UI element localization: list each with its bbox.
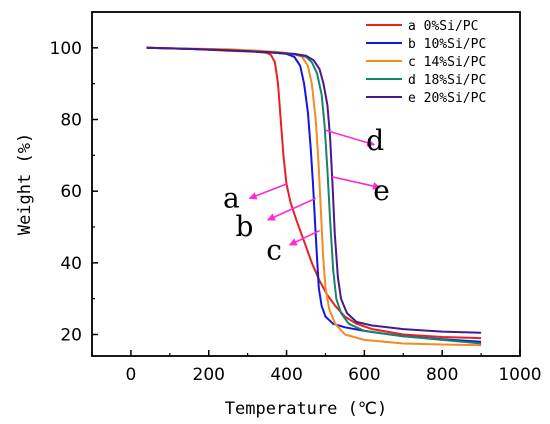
x-tick-label: 200 <box>193 365 225 385</box>
legend-entry-e: e 20%Si/PC <box>408 91 486 106</box>
legend-entry-a: a 0%Si/PC <box>408 19 478 34</box>
y-axis-title: Weight (%) <box>15 133 35 235</box>
legend-entry-d: d 18%Si/PC <box>408 73 486 88</box>
y-tick-label: 60 <box>60 182 82 202</box>
legend-entry-c: c 14%Si/PC <box>408 55 486 70</box>
annotation-label-e: e <box>373 174 390 207</box>
annotation-arrow-c <box>288 229 320 246</box>
y-tick-label: 20 <box>60 326 82 346</box>
y-tick-label: 40 <box>60 254 82 274</box>
annotation-label-d: d <box>366 124 384 157</box>
annotation-arrow-a <box>248 183 287 200</box>
x-tick-label: 800 <box>426 365 458 385</box>
x-tick-label: 600 <box>348 365 380 385</box>
legend: a 0%Si/PC b 10%Si/PC c 14%Si/PC d 18%Si/PC e… <box>366 19 486 106</box>
annotation-label-a: a <box>223 181 240 214</box>
axes: 0 200 400 600 800 1000 20 40 60 80 100 <box>50 11 542 385</box>
y-tick-label: 100 <box>50 39 82 59</box>
annotation-label-c: c <box>266 233 282 266</box>
annotation-label-b: b <box>236 210 254 243</box>
x-tick-label: 1000 <box>498 365 541 385</box>
x-tick-label: 0 <box>125 365 136 385</box>
plot-frame <box>91 11 521 357</box>
plot-area: abc de <box>146 46 482 347</box>
y-tick-label: 80 <box>60 111 82 131</box>
series-line-e <box>146 46 482 334</box>
annotation-arrow-e <box>331 176 381 190</box>
annotation-arrow-d <box>325 129 376 147</box>
x-axis-title: Temperature (℃) <box>225 399 387 419</box>
legend-entry-b: b 10%Si/PC <box>408 37 486 52</box>
x-tick-label: 400 <box>270 365 302 385</box>
annotation-arrow-b <box>266 197 317 221</box>
